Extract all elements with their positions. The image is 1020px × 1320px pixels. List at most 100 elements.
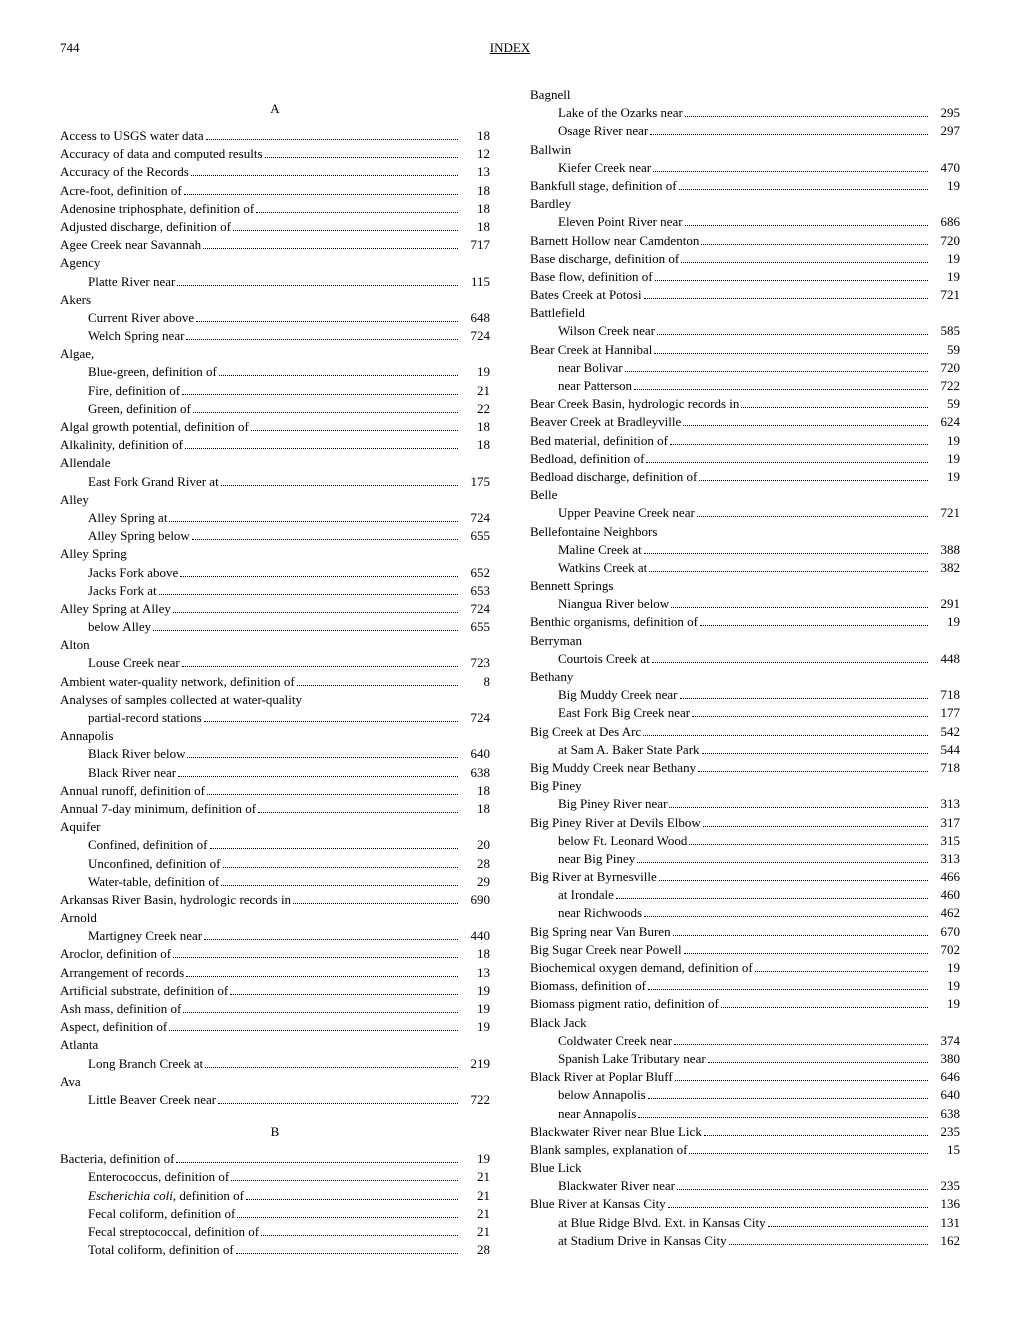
index-entry: Alley Spring: [60, 545, 490, 563]
index-entry-page: 22: [460, 400, 490, 418]
index-entry: Bedload, definition of19: [530, 450, 960, 468]
index-entry-label: Alley: [60, 491, 89, 509]
index-entry-label: Green, definition of: [88, 400, 191, 418]
index-entry-page: 28: [460, 1241, 490, 1259]
index-entry-label: Analyses of samples collected at water-q…: [60, 691, 302, 709]
index-entry-page: 59: [930, 341, 960, 359]
index-entry: Blackwater River near Blue Lick235: [530, 1123, 960, 1141]
index-entry: Little Beaver Creek near722: [60, 1091, 490, 1109]
index-entry-label: near Big Piney: [558, 850, 635, 868]
index-entry-page: 18: [460, 945, 490, 963]
index-entry-label: Black River at Poplar Bluff: [530, 1068, 673, 1086]
leader-dots: [657, 334, 928, 335]
leader-dots: [649, 571, 928, 572]
index-entry-page: 21: [460, 1223, 490, 1241]
index-entry-page: 460: [930, 886, 960, 904]
index-entry-label: Access to USGS water data: [60, 127, 204, 145]
index-entry: Confined, definition of20: [60, 836, 490, 854]
index-entry: near Annapolis638: [530, 1105, 960, 1123]
index-entry-page: 19: [930, 613, 960, 631]
index-entry-label: Bankfull stage, definition of: [530, 177, 677, 195]
index-entry-label: Algal growth potential, definition of: [60, 418, 249, 436]
index-entry-label: Unconfined, definition of: [88, 855, 221, 873]
section-letter: A: [60, 101, 490, 117]
index-entry-label: Base flow, definition of: [530, 268, 653, 286]
leader-dots: [671, 607, 928, 608]
index-entry-page: 19: [930, 432, 960, 450]
leader-dots: [729, 1244, 928, 1245]
index-entry-page: 544: [930, 741, 960, 759]
index-entry: Ballwin: [530, 141, 960, 159]
index-entry-label: Platte River near: [88, 273, 175, 291]
index-entry-label: Bacteria, definition of: [60, 1150, 174, 1168]
index-entry: Alley: [60, 491, 490, 509]
index-entry: Big Muddy Creek near Bethany718: [530, 759, 960, 777]
index-entry-page: 722: [460, 1091, 490, 1109]
index-entry-label: Arrangement of records: [60, 964, 184, 982]
index-entry: Alley Spring below655: [60, 527, 490, 545]
index-entry-label: Watkins Creek at: [558, 559, 647, 577]
index-entry-page: 722: [930, 377, 960, 395]
index-entry-label: Spanish Lake Tributary near: [558, 1050, 706, 1068]
index-entry-page: 720: [930, 359, 960, 377]
index-entry: Algae,: [60, 345, 490, 363]
index-entry-page: 374: [930, 1032, 960, 1050]
index-entry-page: 388: [930, 541, 960, 559]
leader-dots: [652, 662, 928, 663]
index-entry-label: Jacks Fork at: [88, 582, 157, 600]
index-entry-page: 717: [460, 236, 490, 254]
index-entry: Blank samples, explanation of15: [530, 1141, 960, 1159]
leader-dots: [653, 171, 928, 172]
index-entry: Arnold: [60, 909, 490, 927]
index-entry-label: Algae,: [60, 345, 94, 363]
index-entry-page: 720: [930, 232, 960, 250]
index-entry-label: Akers: [60, 291, 91, 309]
index-entry-page: 136: [930, 1195, 960, 1213]
index-entry-label: Atlanta: [60, 1036, 98, 1054]
index-entry: Bankfull stage, definition of19: [530, 177, 960, 195]
leader-dots: [258, 812, 458, 813]
index-entry: at Blue Ridge Blvd. Ext. in Kansas City1…: [530, 1214, 960, 1232]
leader-dots: [177, 285, 458, 286]
index-entry: Bagnell: [530, 86, 960, 104]
index-entry: Accuracy of the Records13: [60, 163, 490, 181]
index-entry-label: Long Branch Creek at: [88, 1055, 203, 1073]
index-entry: Kiefer Creek near470: [530, 159, 960, 177]
index-entry: Alley Spring at724: [60, 509, 490, 527]
index-entry: Bardley: [530, 195, 960, 213]
leader-dots: [180, 576, 458, 577]
index-entry-label: Fecal coliform, definition of: [88, 1205, 235, 1223]
index-entry: Belle: [530, 486, 960, 504]
index-entry-label: at Irondale: [558, 886, 614, 904]
index-entry-label: Bedload discharge, definition of: [530, 468, 697, 486]
index-entry: Jacks Fork above652: [60, 564, 490, 582]
index-entry-label: Arkansas River Basin, hydrologic records…: [60, 891, 291, 909]
index-entry: Blue Lick: [530, 1159, 960, 1177]
index-entry-page: 18: [460, 800, 490, 818]
index-entry-page: 724: [460, 600, 490, 618]
index-entry-page: 8: [460, 673, 490, 691]
index-entry: Bear Creek at Hannibal59: [530, 341, 960, 359]
index-entry-label: below Alley: [88, 618, 151, 636]
index-entry-page: 235: [930, 1177, 960, 1195]
index-entry: Aquifer: [60, 818, 490, 836]
index-entry-label: Allendale: [60, 454, 111, 472]
index-entry: Black Jack: [530, 1014, 960, 1032]
leader-dots: [648, 989, 928, 990]
index-entry-label: Fire, definition of: [88, 382, 180, 400]
index-entry-label: East Fork Big Creek near: [558, 704, 690, 722]
section-letter: B: [60, 1124, 490, 1140]
index-entry: Barnett Hollow near Camdenton720: [530, 232, 960, 250]
index-entry-label: East Fork Grand River at: [88, 473, 219, 491]
page-header: 744 INDEX: [60, 40, 960, 56]
index-entry: Alton: [60, 636, 490, 654]
index-entry-label: Arnold: [60, 909, 97, 927]
index-entry: Arrangement of records13: [60, 964, 490, 982]
index-entry-page: 585: [930, 322, 960, 340]
leader-dots: [236, 1253, 458, 1254]
index-entry-label: Big Spring near Van Buren: [530, 923, 671, 941]
index-entry-label: Maline Creek at: [558, 541, 642, 559]
index-entry-page: 702: [930, 941, 960, 959]
leader-dots: [721, 1007, 928, 1008]
index-entry-page: 12: [460, 145, 490, 163]
